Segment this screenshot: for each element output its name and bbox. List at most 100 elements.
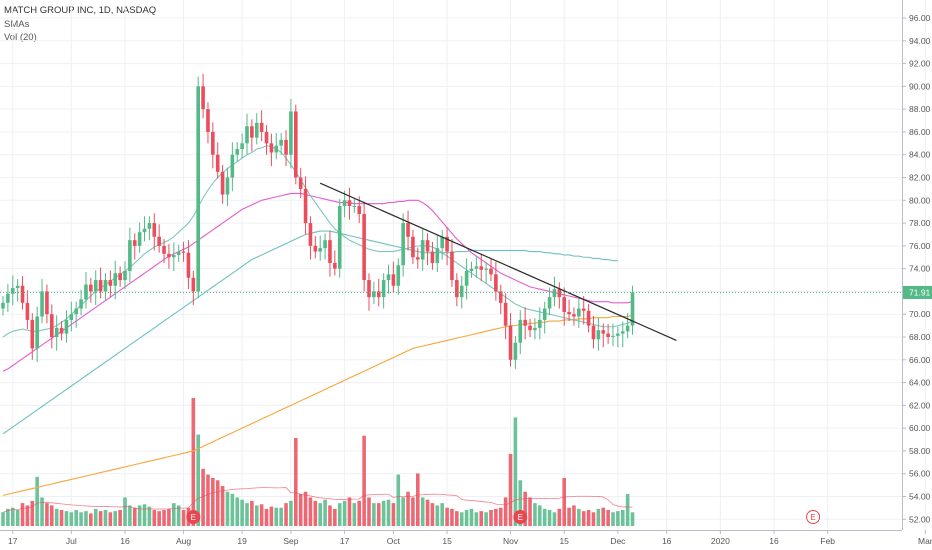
volume-bar [620, 510, 625, 526]
price-tick-label: 82.00 [909, 173, 931, 183]
candle-body [1, 302, 5, 309]
volume-bar [235, 497, 240, 526]
volume-bar [79, 512, 83, 526]
candle-body [308, 223, 313, 246]
time-tick-label: 19 [237, 536, 247, 546]
volume-bar [230, 494, 235, 526]
price-tick-label: 96.00 [909, 13, 931, 23]
volume-bar [206, 474, 210, 526]
volume-bar [420, 497, 425, 526]
candle-body [523, 319, 527, 326]
time-tick-label: 17 [8, 536, 18, 546]
volume-bar [240, 499, 244, 526]
candle-body [89, 284, 93, 292]
volume-bar [459, 512, 464, 526]
volume-ma-line [2, 487, 633, 513]
volume-bar [74, 510, 78, 526]
candle-body [25, 302, 30, 320]
volume-bar [333, 508, 337, 526]
volume-bar [220, 486, 225, 526]
volume-bar [484, 512, 488, 526]
volume-bar [181, 510, 186, 526]
price-tick-label: 68.00 [909, 332, 931, 342]
candle-body [352, 205, 357, 207]
candle-body [142, 228, 147, 233]
time-tick-label: Aug [176, 536, 191, 546]
candle-body [40, 291, 44, 317]
candle-body [474, 266, 479, 269]
volume-bar [259, 504, 264, 526]
candle-body [50, 314, 54, 338]
candle-body [93, 280, 98, 292]
volume-bar [113, 511, 118, 526]
candle-body [206, 109, 210, 132]
volume-bar [547, 510, 552, 526]
candle-body [586, 310, 591, 326]
candle-body [279, 139, 283, 146]
volume-bar [176, 505, 181, 526]
volume-bar [401, 497, 405, 526]
volume-bar [10, 507, 15, 526]
trendline[interactable] [319, 182, 677, 341]
volume-bar [572, 505, 576, 526]
price-tick-label: 78.00 [909, 218, 931, 228]
volume-bar [313, 500, 318, 526]
volume-bar [347, 497, 352, 526]
candle-body [250, 126, 254, 138]
volume-bar [59, 510, 64, 526]
candle-body [620, 331, 625, 334]
volume-bar [147, 506, 152, 526]
candle-body [484, 268, 488, 270]
volume-bar [533, 503, 537, 526]
candle-body [528, 325, 532, 331]
indicator-vol-label[interactable]: Vol (20) [4, 32, 37, 43]
candle-body [240, 143, 244, 150]
candle-body [201, 86, 205, 110]
candle-body [347, 200, 352, 206]
candle-body [162, 245, 166, 254]
candle-body [420, 240, 425, 260]
price-tick-label: 90.00 [909, 81, 931, 91]
indicator-smas-label[interactable]: SMAs [4, 18, 30, 30]
trendline-segment [319, 182, 677, 341]
candle-body [10, 288, 15, 294]
candle-body [435, 248, 440, 263]
volume-bar [464, 510, 469, 526]
candle-body [450, 251, 454, 281]
earnings-marker-label: E [518, 513, 523, 522]
volume-bar [381, 500, 386, 526]
candle-body [98, 280, 103, 292]
time-tick-label: 15 [442, 536, 452, 546]
candle-body [79, 299, 83, 309]
candle-body [459, 285, 464, 298]
volume-bar [445, 507, 449, 526]
volume-bar [430, 503, 435, 526]
candle-body [254, 122, 259, 138]
candle-body [328, 240, 332, 263]
earnings-marker [806, 510, 821, 524]
volume-bar [328, 505, 332, 526]
volume-bar [254, 505, 259, 526]
time-axis[interactable]: 17 Jul 16 Aug 19 Sep 17 Oct 15 Nov 15 Dec 16 2020 16 Fe… [0, 530, 932, 546]
volume-bar [469, 508, 474, 526]
volume-bar [211, 478, 215, 526]
candle-body [196, 86, 200, 292]
time-tick-label: 16 [120, 536, 130, 546]
candle-body [113, 273, 118, 286]
price-axis[interactable]: 52.00 54.00 56.00 58.00 60.00 62.00 64.00 66.00… [902, 0, 931, 530]
time-tick-label: Dec [610, 536, 626, 546]
candle-body [381, 280, 386, 298]
volume-bar [498, 507, 503, 526]
volume-bar [557, 508, 562, 526]
candle-body [186, 252, 191, 278]
candle-body [15, 285, 20, 289]
candle-body [45, 291, 49, 315]
candle-body [357, 205, 362, 214]
earnings-marker [513, 510, 528, 524]
candle-body [591, 325, 596, 340]
candle-body [152, 223, 157, 237]
volume-bar [376, 503, 381, 526]
candle-body [74, 308, 78, 315]
